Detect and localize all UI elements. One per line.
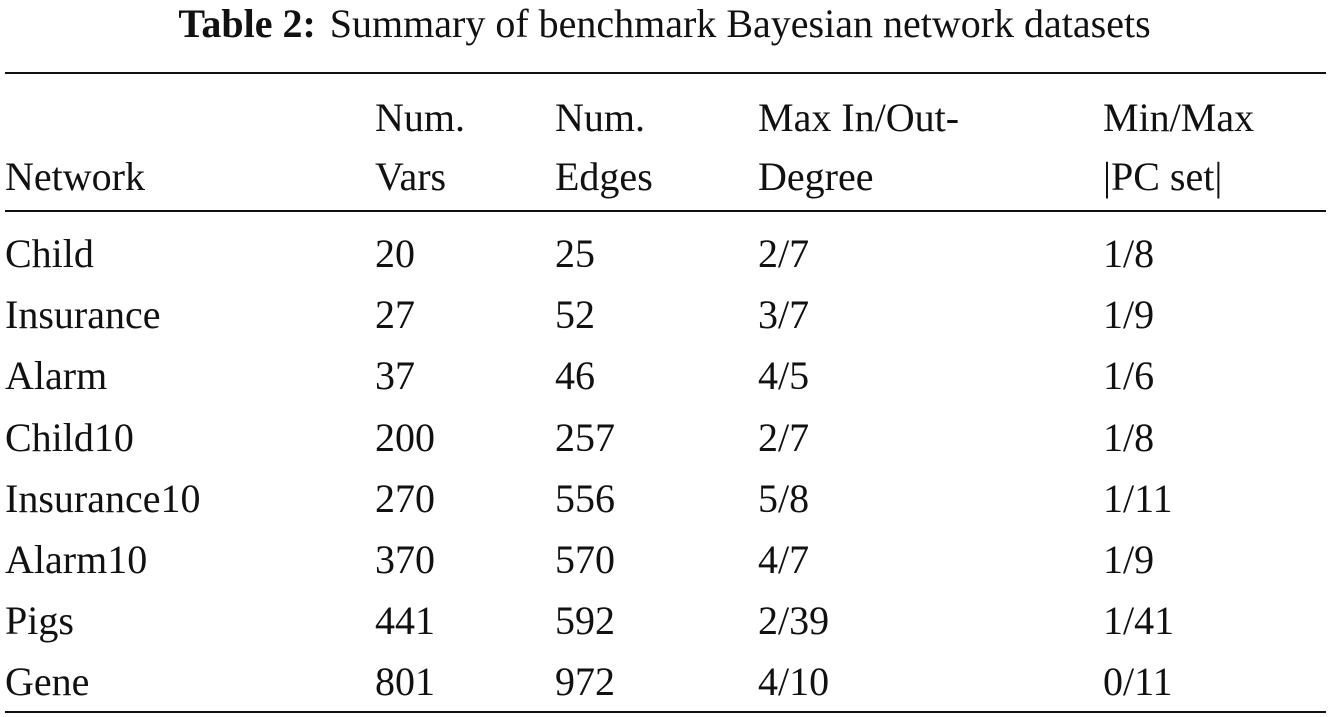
cell: 2/39 <box>758 598 830 644</box>
cell: 4/10 <box>758 659 830 705</box>
cell: 25 <box>555 231 595 276</box>
cell: 556 <box>555 475 615 521</box>
top-rule <box>5 72 1326 74</box>
bottom-rule <box>5 711 1326 713</box>
cell: 200 <box>375 414 435 460</box>
cell: Child10 <box>5 414 134 460</box>
cell: 0/11 <box>1103 659 1173 705</box>
cell: Pigs <box>5 598 74 644</box>
header-cell: Edges <box>555 154 653 199</box>
header-cell: Network <box>5 154 145 199</box>
cell: 270 <box>375 475 435 521</box>
cell: 2/7 <box>758 231 810 276</box>
cell: Insurance10 <box>5 475 201 521</box>
header-cell: Max In/Out- <box>758 95 960 140</box>
header-cell: Vars <box>375 154 447 199</box>
cell: Child <box>5 231 94 276</box>
cell: 1/8 <box>1103 231 1155 276</box>
cell: 20 <box>375 231 415 276</box>
cell: 4/7 <box>758 537 810 582</box>
header-cell: Degree <box>758 154 874 199</box>
header-cell: Num. <box>375 95 465 140</box>
cell: 3/7 <box>758 292 810 338</box>
cell: 37 <box>375 353 415 399</box>
cell: 1/11 <box>1103 475 1173 521</box>
cell: Alarm10 <box>5 537 148 582</box>
cell: 801 <box>375 659 435 705</box>
cell: 370 <box>375 537 435 582</box>
header-cell: Min/Max <box>1103 95 1255 140</box>
cell: 1/6 <box>1103 353 1155 399</box>
cell: 570 <box>555 537 615 582</box>
cell: 441 <box>375 598 435 644</box>
caption: Table 2: Summary of benchmark Bayesian ne… <box>0 4 1329 44</box>
cell: Insurance <box>5 292 161 338</box>
cell: 1/41 <box>1103 598 1175 644</box>
cell: Alarm <box>5 353 108 399</box>
cell: 257 <box>555 414 615 460</box>
cell: 52 <box>555 292 595 338</box>
cell: 46 <box>555 353 595 399</box>
header-rule <box>5 210 1326 212</box>
cell: 5/8 <box>758 475 810 521</box>
header-cell: |PC set| <box>1103 154 1223 199</box>
cell: 1/8 <box>1103 414 1155 460</box>
caption-label: Table 2: <box>178 1 316 46</box>
cell: 1/9 <box>1103 292 1155 338</box>
caption-text: Summary of benchmark Bayesian network da… <box>329 1 1151 46</box>
cell: 972 <box>555 659 615 705</box>
cell: 27 <box>375 292 415 338</box>
cell: 1/9 <box>1103 537 1155 582</box>
cell: 2/7 <box>758 414 810 460</box>
cell: 4/5 <box>758 353 810 399</box>
cell: 592 <box>555 598 615 644</box>
cell: Gene <box>5 659 90 705</box>
header-cell: Num. <box>555 95 645 140</box>
